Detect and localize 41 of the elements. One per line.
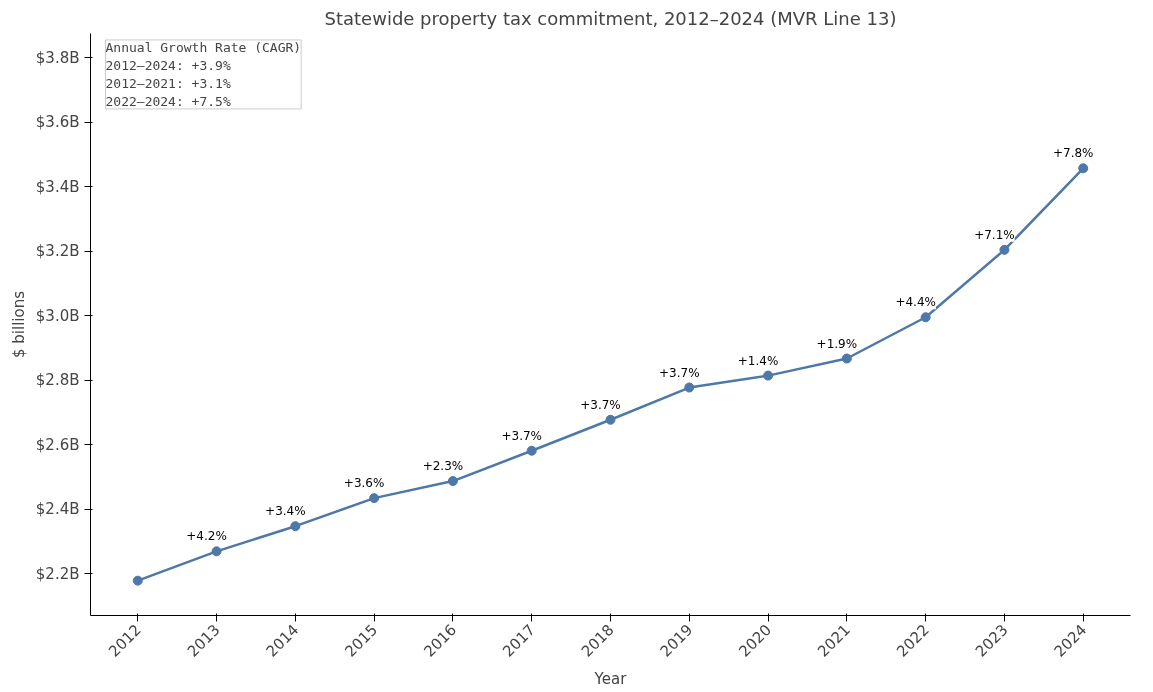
y-tick-label: $2.8B [35,371,80,390]
annotation: +3.7% [659,365,700,380]
y-tick-label: $2.6B [35,435,80,454]
annotation: +3.7% [580,397,621,412]
point [290,521,301,532]
annotation: +3.4% [265,504,306,519]
annotation: +7.1% [974,227,1015,242]
annotation: +4.4% [895,295,936,310]
point [841,353,852,364]
annotation: +7.8% [1052,146,1094,161]
point [763,370,774,381]
annotation: +1.9% [816,336,858,351]
annotation: +4.2% [186,529,227,544]
point [684,382,695,393]
point [1078,163,1089,174]
point [920,312,931,323]
y-tick-label: $3.4B [35,177,80,196]
y-tick-label: $3.0B [35,306,80,325]
point [526,445,537,456]
y-tick-label: $3.8B [35,48,80,67]
annotation: +3.6% [343,476,385,491]
annotation: +3.7% [501,428,542,443]
point [447,476,458,487]
point [605,414,616,425]
y-tick-label: $3.6B [35,113,80,132]
y-axis-title: $ billions [9,290,28,358]
annotation: 2012–2024: +3.9% [105,57,231,73]
point [132,575,143,586]
point [211,546,222,557]
annotation: 2012–2021: +3.1% [105,75,231,91]
chart-title: Statewide property tax commitment, 2012–2024 (MVR Line 13) [324,7,897,29]
y-tick-label: $2.4B [35,500,80,519]
x-axis-title: Year [593,669,628,688]
annotation: +1.4% [737,353,779,368]
y-tick-label: $3.2B [35,242,80,261]
point [999,244,1010,255]
annotation: Annual Growth Rate (CAGR) [105,39,302,55]
y-tick-label: $2.2B [35,564,80,583]
annotation: 2022–2024: +7.5% [105,93,231,109]
annotation: +2.3% [422,459,464,474]
point [369,493,380,504]
